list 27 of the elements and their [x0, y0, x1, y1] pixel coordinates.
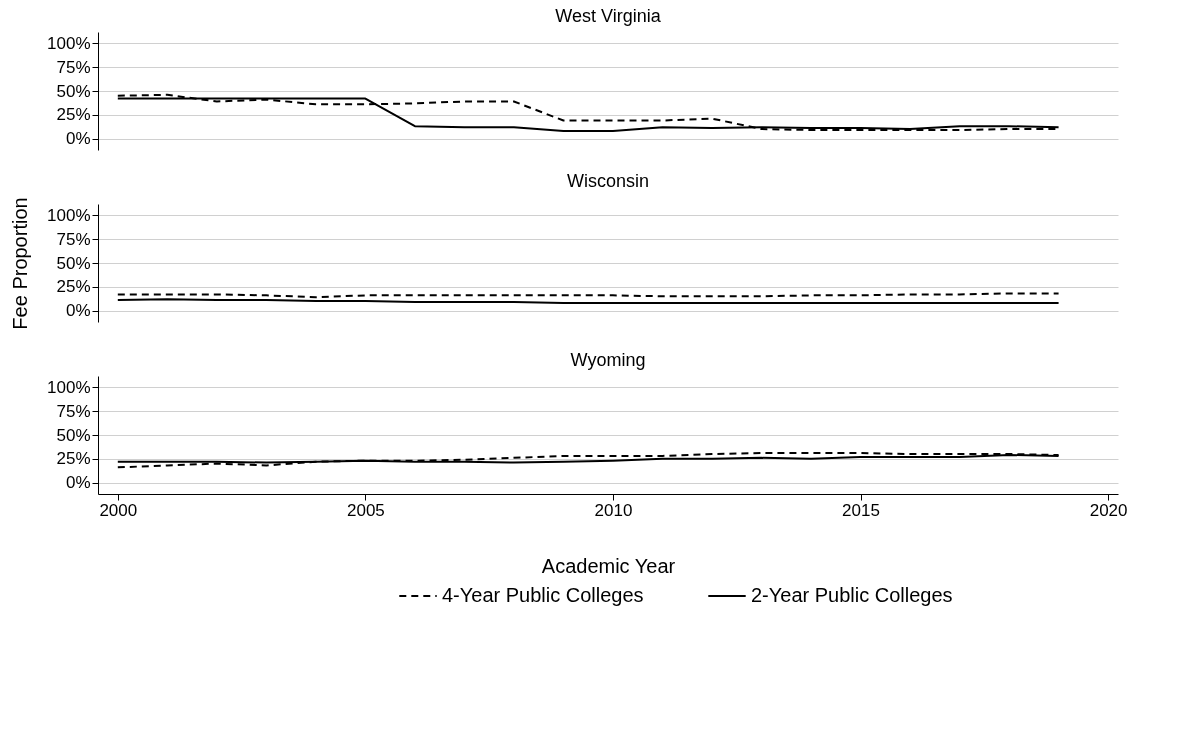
y-axis-title: Fee Proportion	[9, 197, 32, 330]
y-tick-label: 50%	[56, 253, 91, 273]
y-tick-label: 25%	[56, 277, 91, 297]
x-tick-label: 2015	[842, 500, 880, 520]
y-tick-label: 100%	[47, 377, 91, 397]
y-tick-label: 25%	[56, 449, 91, 469]
y-tick-label: 100%	[47, 33, 91, 53]
x-tick-label: 2020	[1089, 500, 1128, 520]
y-tick-label: 50%	[56, 425, 91, 445]
y-tick-label: 75%	[56, 401, 91, 421]
y-tick-label: 50%	[56, 81, 91, 101]
chart-title: West Virginia	[555, 6, 662, 26]
chart-title: Wisconsin	[566, 170, 650, 191]
y-tick-label: 0%	[65, 301, 91, 321]
y-tick-label: 25%	[56, 105, 91, 125]
x-tick-label: 2005	[346, 500, 385, 520]
y-tick-label: 100%	[47, 205, 91, 225]
y-tick-label: 0%	[65, 473, 91, 493]
legend-label: 4-Year Public Colleges	[442, 584, 644, 606]
y-tick-label: 0%	[65, 129, 91, 149]
legend-label: 2-Year Public Colleges	[751, 584, 953, 606]
x-tick-label: 2000	[99, 500, 138, 520]
chart-title: Wyoming	[570, 350, 646, 370]
x-tick-label: 2010	[594, 500, 633, 520]
x-axis-title: Academic Year	[541, 554, 676, 577]
y-tick-label: 75%	[56, 57, 91, 77]
y-tick-label: 75%	[56, 229, 91, 249]
